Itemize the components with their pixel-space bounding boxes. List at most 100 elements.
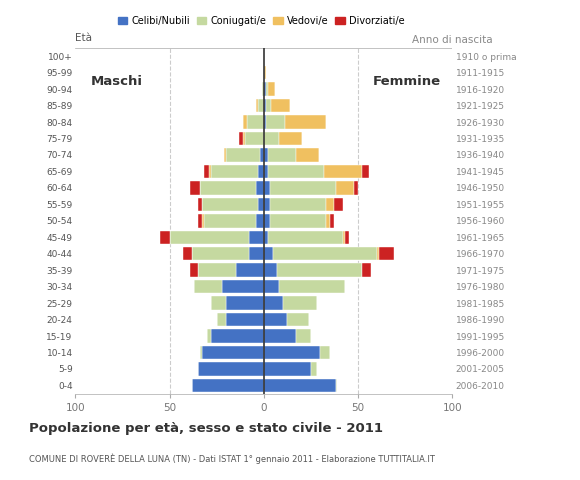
Bar [211, 329, 264, 343]
Bar [264, 198, 270, 211]
Bar [266, 115, 285, 129]
Bar [249, 230, 264, 244]
Bar [260, 148, 264, 162]
Bar [209, 165, 211, 178]
Bar [270, 181, 335, 194]
Bar [256, 99, 258, 112]
Bar [266, 83, 267, 96]
Bar [271, 99, 291, 112]
Bar [192, 379, 264, 392]
Bar [258, 198, 264, 211]
Bar [362, 165, 369, 178]
Bar [267, 148, 296, 162]
Text: Popolazione per età, sesso e stato civile - 2011: Popolazione per età, sesso e stato civil… [29, 422, 383, 435]
Bar [330, 214, 334, 228]
Bar [345, 230, 349, 244]
Bar [169, 230, 249, 244]
Bar [311, 362, 317, 376]
Bar [264, 181, 270, 194]
Bar [200, 346, 202, 359]
Bar [266, 99, 271, 112]
Bar [264, 66, 266, 79]
Bar [267, 230, 343, 244]
Bar [200, 181, 256, 194]
Bar [202, 214, 204, 228]
Bar [247, 115, 264, 129]
Text: Femmine: Femmine [374, 75, 441, 88]
Bar [224, 148, 226, 162]
Bar [264, 264, 277, 277]
Bar [198, 214, 202, 228]
Bar [264, 247, 273, 261]
Text: Anno di nascita: Anno di nascita [412, 35, 493, 45]
Bar [226, 148, 260, 162]
Bar [264, 329, 296, 343]
Bar [334, 198, 343, 211]
Bar [326, 198, 334, 211]
Bar [264, 362, 311, 376]
Bar [279, 280, 345, 293]
Bar [273, 247, 377, 261]
Bar [204, 165, 209, 178]
Bar [190, 181, 200, 194]
Bar [320, 346, 330, 359]
Bar [258, 99, 264, 112]
Bar [264, 165, 267, 178]
Text: Età: Età [75, 33, 92, 43]
Bar [217, 313, 226, 326]
Bar [198, 264, 235, 277]
Text: COMUNE DI ROVERÈ DELLA LUNA (TN) - Dati ISTAT 1° gennaio 2011 - Elaborazione TUT: COMUNE DI ROVERÈ DELLA LUNA (TN) - Dati … [29, 454, 435, 464]
Bar [324, 165, 362, 178]
Bar [194, 280, 222, 293]
Bar [264, 313, 287, 326]
Bar [226, 313, 264, 326]
Bar [202, 198, 258, 211]
Bar [264, 214, 270, 228]
Bar [202, 346, 264, 359]
Bar [343, 230, 345, 244]
Bar [211, 296, 226, 310]
Bar [296, 148, 318, 162]
Bar [264, 280, 279, 293]
Text: Maschi: Maschi [90, 75, 143, 88]
Bar [264, 99, 266, 112]
Bar [256, 181, 264, 194]
Bar [264, 346, 320, 359]
Bar [296, 329, 311, 343]
Bar [243, 132, 245, 145]
Bar [335, 379, 338, 392]
Bar [267, 165, 324, 178]
Bar [235, 264, 264, 277]
Bar [377, 247, 379, 261]
Bar [207, 329, 211, 343]
Bar [262, 83, 264, 96]
Bar [249, 247, 264, 261]
Bar [192, 247, 249, 261]
Bar [264, 148, 267, 162]
Bar [240, 132, 243, 145]
Bar [270, 214, 326, 228]
Bar [198, 198, 202, 211]
Bar [264, 296, 283, 310]
Bar [222, 280, 264, 293]
Bar [190, 264, 198, 277]
Bar [264, 83, 266, 96]
Bar [354, 181, 358, 194]
Bar [264, 230, 267, 244]
Bar [160, 230, 169, 244]
Bar [270, 198, 326, 211]
Bar [226, 296, 264, 310]
Bar [245, 132, 264, 145]
Bar [204, 214, 256, 228]
Bar [379, 247, 394, 261]
Bar [267, 83, 275, 96]
Bar [243, 115, 247, 129]
Bar [287, 313, 309, 326]
Bar [326, 214, 330, 228]
Bar [258, 165, 264, 178]
Bar [277, 264, 362, 277]
Bar [183, 247, 192, 261]
Bar [264, 379, 335, 392]
Bar [256, 214, 264, 228]
Bar [264, 115, 266, 129]
